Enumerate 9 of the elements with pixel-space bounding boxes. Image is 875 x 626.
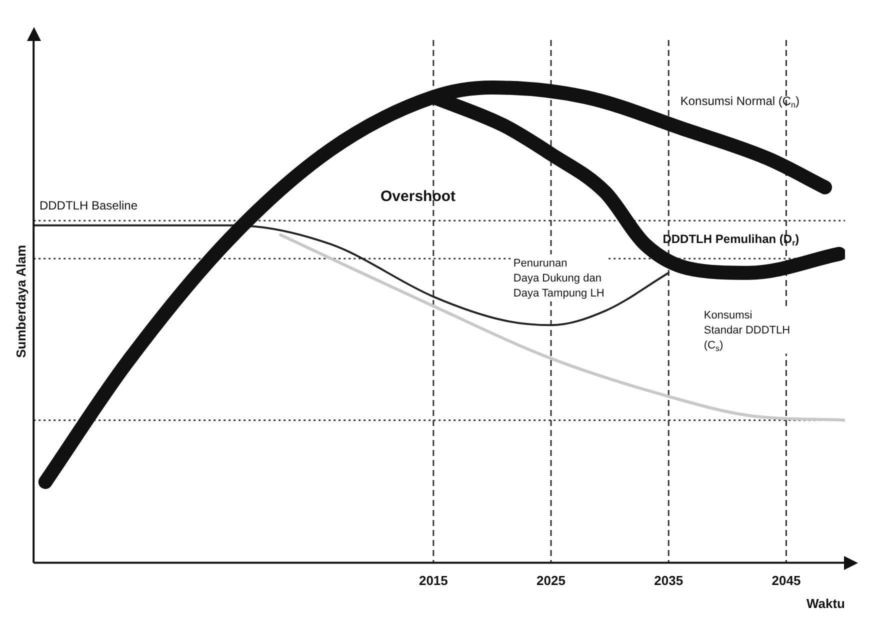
annotation: DDDTLH Baseline: [39, 198, 138, 213]
x-tick-label: 2045: [772, 573, 801, 588]
x-axis-title: Waktu: [806, 596, 846, 611]
x-tick-label: 2025: [536, 573, 566, 588]
annotation: Penurunan Daya Dukung dan Daya Tampung LH: [513, 257, 604, 300]
annotation: Overshoot: [380, 188, 456, 205]
x-tick-label: 2035: [654, 573, 684, 588]
y-axis-title: Sumberdaya Alam: [13, 244, 28, 358]
x-tick-label: 2015: [418, 573, 448, 588]
